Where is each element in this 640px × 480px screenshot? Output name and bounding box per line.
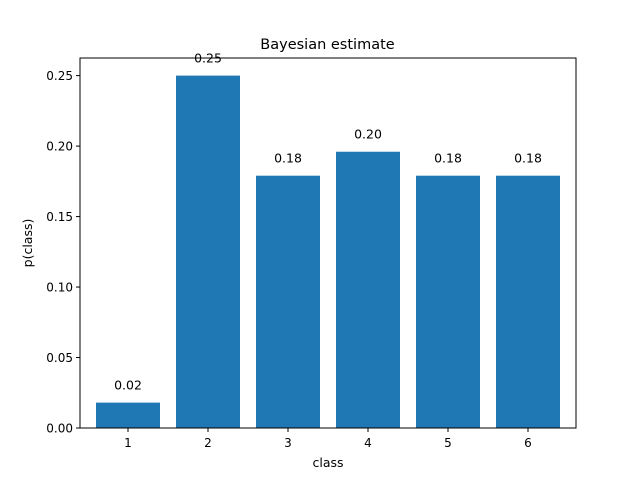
data-label-class-3: 0.18 — [274, 151, 302, 166]
x-axis-label: class — [312, 455, 343, 470]
x-tick-label: 1 — [124, 436, 132, 450]
data-labels-group: 0.020.250.180.200.18 0.18 — [114, 51, 542, 393]
x-tick-label: 6 — [524, 436, 532, 450]
x-tick-label: 3 — [284, 436, 292, 450]
bar-class-3 — [256, 175, 320, 428]
y-axis-ticks: 0.00 0.05 0.10 0.15 0.20 0.25 — [46, 69, 80, 436]
x-tick-label: 2 — [204, 436, 212, 450]
y-tick-label: 0.25 — [46, 69, 73, 83]
y-tick-label: 0.05 — [46, 351, 73, 365]
x-tick-label: 5 — [444, 436, 452, 450]
y-tick-label: 0.00 — [46, 422, 73, 436]
bars-group — [96, 75, 560, 428]
bar-class-1 — [96, 402, 160, 428]
x-tick-label: 4 — [364, 436, 372, 450]
data-label-class-6: 0.18 — [514, 151, 542, 166]
data-label-class-1: 0.02 — [114, 378, 142, 393]
y-tick-label: 0.20 — [46, 140, 73, 154]
bar-class-5 — [416, 175, 480, 428]
y-axis-label: p(class) — [20, 219, 35, 268]
y-tick-label: 0.10 — [46, 281, 73, 295]
bar-class-6 — [496, 175, 560, 428]
x-axis-ticks: 1 2 3 4 5 6 — [124, 428, 532, 450]
data-label-class-5: 0.18 — [434, 151, 462, 166]
bar-class-2 — [176, 75, 240, 428]
y-tick-label: 0.15 — [46, 210, 73, 224]
plot-frame — [79, 57, 577, 429]
chart-title: Bayesian estimate — [260, 37, 394, 53]
bar-class-4 — [336, 151, 400, 428]
data-label-class-4: 0.20 — [354, 127, 382, 142]
